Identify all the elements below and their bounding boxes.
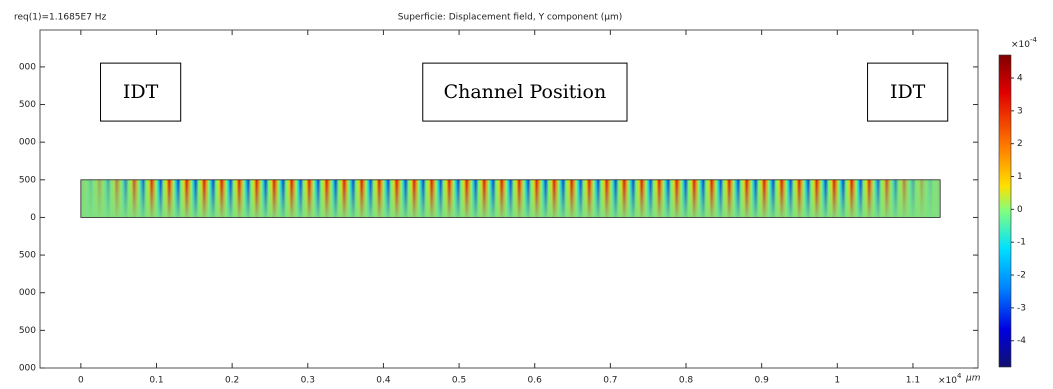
y-tick-label: 000 bbox=[19, 138, 36, 148]
colorbar-tick-label: 4 bbox=[1017, 73, 1023, 83]
colorbar-tick-label: -4 bbox=[1017, 336, 1026, 346]
annotation-label: Channel Position bbox=[444, 81, 607, 103]
colorbar-tick-label: 2 bbox=[1017, 139, 1023, 149]
colorbar-tick-label: -3 bbox=[1017, 303, 1026, 313]
x-tick-label: 1.1 bbox=[906, 376, 920, 386]
annotation-label: IDT bbox=[123, 81, 159, 103]
annotation-label: IDT bbox=[890, 81, 926, 103]
annotation-box bbox=[867, 62, 949, 122]
y-tick-label: 500 bbox=[19, 251, 36, 261]
annotation-box bbox=[422, 62, 628, 122]
parameter-label: req(1)=1.1685E7 Hz bbox=[14, 13, 107, 23]
x-tick-label: 0.6 bbox=[528, 376, 543, 386]
colorbar-tick-label: 1 bbox=[1017, 172, 1023, 182]
x-multiplier-exponent: 4 bbox=[957, 372, 962, 380]
x-tick-label: 0.8 bbox=[679, 376, 694, 386]
x-tick-label: 0.7 bbox=[603, 376, 617, 386]
chart-title: Superficie: Displacement field, Y compon… bbox=[398, 13, 622, 23]
x-tick-label: 0 bbox=[78, 376, 84, 386]
x-tick-label: 0.3 bbox=[301, 376, 315, 386]
colorbar-multiplier-base: ×10 bbox=[1011, 40, 1030, 50]
colorbar-multiplier-exponent: -4 bbox=[1030, 36, 1038, 44]
x-tick-label: 0.4 bbox=[376, 376, 391, 386]
domain-outline bbox=[80, 179, 941, 218]
annotation-box bbox=[100, 62, 182, 122]
plot-layer: 0 0.1 0.2 0.3 0.4 0.5 0.6 0.7 0.8 0.9 1 1.100050000… bbox=[19, 30, 981, 386]
y-tick-label: 500 bbox=[19, 175, 36, 185]
y-tick-label: 500 bbox=[19, 326, 36, 336]
y-tick-label: 000 bbox=[19, 288, 36, 298]
x-tick-label: 1 bbox=[834, 376, 840, 386]
x-unit: µm bbox=[965, 374, 981, 384]
y-tick-label: 000 bbox=[19, 62, 36, 72]
x-multiplier: ×104 bbox=[938, 372, 962, 386]
x-multiplier-base: ×10 bbox=[938, 376, 957, 386]
colorbar-tick-label: 3 bbox=[1017, 106, 1023, 116]
colorbar-multiplier: ×10-4 bbox=[1011, 36, 1038, 50]
x-tick-label: 0.1 bbox=[149, 376, 163, 386]
y-tick-label: 0 bbox=[30, 213, 36, 223]
field-fade bbox=[80, 179, 941, 218]
colorbar-tick-label: -1 bbox=[1017, 238, 1026, 248]
x-tick-label: 0.9 bbox=[754, 376, 769, 386]
colorbar-tick-label: 0 bbox=[1017, 205, 1023, 215]
y-tick-label: 500 bbox=[19, 100, 36, 110]
colorbar bbox=[998, 54, 1012, 368]
colorbar-tick-label: -2 bbox=[1017, 271, 1026, 281]
y-tick-label: 000 bbox=[19, 364, 36, 374]
x-tick-label: 0.2 bbox=[225, 376, 239, 386]
x-tick-label: 0.5 bbox=[452, 376, 466, 386]
